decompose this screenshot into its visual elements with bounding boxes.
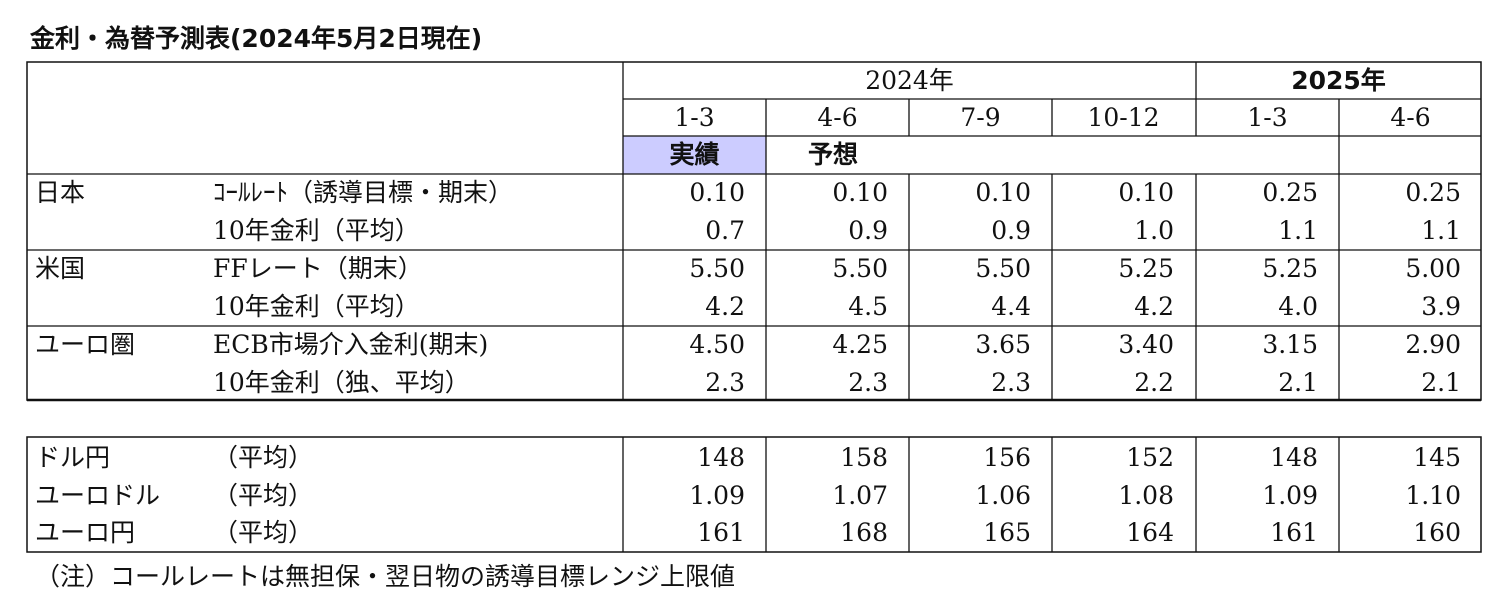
- value-cell: 164: [1126, 518, 1174, 547]
- value-cell: 1.1: [1421, 216, 1461, 245]
- value-cell: 2.1: [1278, 368, 1318, 397]
- year-header: 2024年: [865, 66, 954, 95]
- year-header: 2025年: [1291, 66, 1386, 95]
- note: （注）コールレートは無担保・翌日物の誘導目標レンジ上限値: [35, 562, 736, 591]
- value-cell: 5.50: [832, 254, 888, 283]
- actual-label: 実績: [669, 140, 720, 169]
- value-cell: 2.3: [991, 368, 1031, 397]
- quarter-header: 4-6: [1390, 103, 1431, 132]
- value-cell: 165: [983, 518, 1031, 547]
- value-cell: 1.1: [1278, 216, 1318, 245]
- value-cell: 145: [1413, 443, 1461, 472]
- value-cell: 4.25: [832, 330, 888, 359]
- value-cell: 0.9: [848, 216, 888, 245]
- region-label: ユーロ圏: [35, 330, 136, 359]
- value-cell: 1.09: [1262, 480, 1318, 510]
- value-cell: 148: [1270, 443, 1318, 472]
- value-cell: 2.3: [705, 368, 745, 397]
- fx-label: ドル円: [35, 443, 111, 472]
- value-cell: 3.15: [1262, 330, 1318, 359]
- value-cell: 0.9: [991, 216, 1031, 245]
- actual-cell: [623, 136, 766, 174]
- quarter-header: 1-3: [1247, 103, 1288, 132]
- value-cell: 161: [1270, 518, 1318, 547]
- value-cell: 1.10: [1405, 480, 1461, 510]
- row-label: 10年金利（平均）: [213, 292, 420, 321]
- value-cell: 4.4: [991, 292, 1031, 321]
- value-cell: 0.7: [705, 216, 745, 245]
- value-cell: 1.07: [832, 480, 888, 510]
- row-label: FFレート（期末）: [213, 254, 423, 283]
- value-cell: 1.06: [975, 480, 1031, 510]
- value-cell: 161: [697, 518, 745, 547]
- title: 金利・為替予測表(2024年5月2日現在): [30, 24, 483, 53]
- value-cell: 5.50: [975, 254, 1031, 283]
- value-cell: 4.5: [848, 292, 888, 321]
- value-cell: 0.25: [1262, 178, 1318, 207]
- value-cell: 0.10: [1118, 178, 1174, 207]
- value-cell: 5.25: [1118, 254, 1174, 283]
- value-cell: 152: [1126, 443, 1174, 472]
- region-label: 米国: [35, 254, 86, 283]
- fx-basis: （平均）: [213, 443, 314, 472]
- quarter-header: 10-12: [1087, 103, 1160, 132]
- row-label: ECB市場介入金利(期末): [213, 330, 489, 359]
- value-cell: 1.08: [1118, 480, 1174, 510]
- value-cell: 1.09: [689, 480, 745, 510]
- value-cell: 4.2: [1134, 292, 1174, 321]
- fx-label: ユーロドル: [35, 480, 161, 510]
- region-label: 日本: [35, 178, 86, 207]
- fx-basis: （平均）: [213, 480, 314, 510]
- fx-box: [26, 436, 1482, 553]
- value-cell: 4.2: [705, 292, 745, 321]
- value-cell: 3.40: [1118, 330, 1174, 359]
- value-cell: 1.0: [1134, 216, 1174, 245]
- value-cell: 160: [1413, 518, 1461, 547]
- row-label: 10年金利（独、平均）: [213, 368, 470, 397]
- value-cell: 4.50: [689, 330, 745, 359]
- value-cell: 0.10: [689, 178, 745, 207]
- value-cell: 3.9: [1421, 292, 1461, 321]
- value-cell: 2.3: [848, 368, 888, 397]
- value-cell: 3.65: [975, 330, 1031, 359]
- quarter-header: 7-9: [960, 103, 1001, 132]
- value-cell: 5.50: [689, 254, 745, 283]
- fx-label: ユーロ円: [35, 518, 136, 547]
- value-cell: 168: [840, 518, 888, 547]
- quarter-header: 4-6: [817, 103, 858, 132]
- value-cell: 158: [840, 443, 888, 472]
- row-label: ｺｰﾙﾚｰﾄ（誘導目標・期末）: [213, 178, 514, 207]
- fx-basis: （平均）: [213, 518, 314, 547]
- quarter-header: 1-3: [674, 103, 715, 132]
- value-cell: 2.2: [1134, 368, 1174, 397]
- value-cell: 0.25: [1405, 178, 1461, 207]
- value-cell: 2.1: [1421, 368, 1461, 397]
- forecast-label: 予想: [808, 140, 859, 169]
- value-cell: 148: [697, 443, 745, 472]
- row-label: 10年金利（平均）: [213, 216, 420, 245]
- value-cell: 4.0: [1278, 292, 1318, 321]
- value-cell: 5.00: [1405, 254, 1461, 283]
- value-cell: 0.10: [832, 178, 888, 207]
- value-cell: 5.25: [1262, 254, 1318, 283]
- value-cell: 2.90: [1405, 330, 1461, 359]
- value-cell: 0.10: [975, 178, 1031, 207]
- value-cell: 156: [983, 443, 1031, 472]
